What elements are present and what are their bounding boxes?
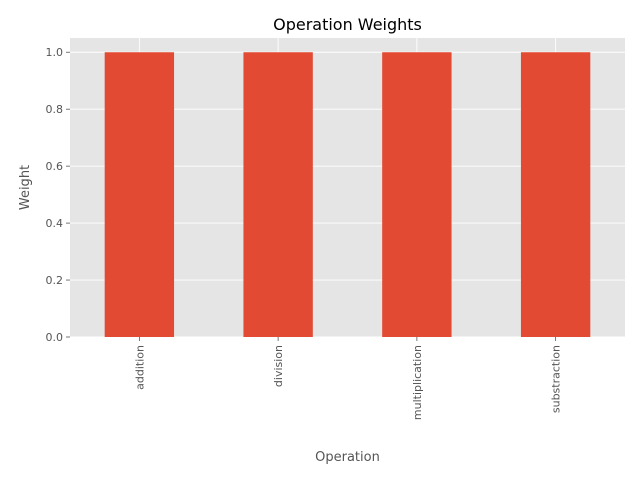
x-tick-label: addition	[133, 345, 146, 390]
y-axis: 0.0 0.2 0.4 0.6 0.8 1.0	[46, 46, 70, 344]
bar-multiplication	[382, 52, 452, 337]
x-axis-label: Operation	[315, 450, 380, 465]
x-axis: addition division multiplication substracti…	[133, 337, 563, 420]
chart-title: Operation Weights	[273, 15, 422, 34]
bar-substraction	[520, 52, 591, 337]
bar-addition	[104, 52, 175, 337]
bar-layer	[104, 52, 591, 337]
x-tick-label: division	[272, 345, 285, 387]
bar-division	[243, 52, 313, 337]
y-tick-label: 0.8	[46, 103, 64, 116]
x-tick-label: multiplication	[411, 345, 424, 420]
y-tick-label: 0.4	[46, 217, 64, 230]
y-tick-label: 0.2	[46, 274, 64, 287]
y-tick-label: 1.0	[46, 46, 64, 59]
y-axis-label: Weight	[18, 165, 33, 210]
x-tick-label: substraction	[550, 345, 563, 413]
y-tick-label: 0.6	[46, 160, 64, 173]
y-tick-label: 0.0	[46, 331, 64, 344]
